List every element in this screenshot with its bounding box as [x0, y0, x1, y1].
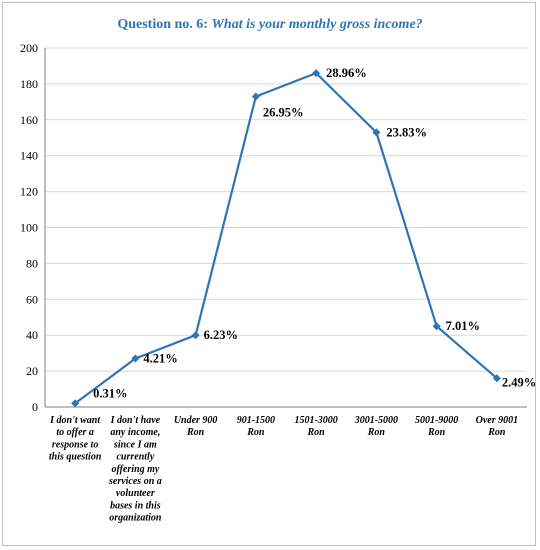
- x-tick-line: volunteer: [116, 488, 155, 499]
- x-tick-line: Over 9001: [476, 415, 519, 426]
- data-label: 28.96%: [326, 66, 367, 80]
- x-tick-line: response to: [52, 439, 98, 450]
- x-axis-ticks: I don't want to offer a response to this qu…: [49, 415, 518, 524]
- x-tick-line: services on a: [108, 476, 162, 487]
- x-tick-line: Ron: [246, 427, 265, 438]
- chart-title-question: What is your monthly gross income?: [211, 17, 422, 32]
- x-tick-line: any income,: [110, 427, 160, 438]
- x-tick-line: Ron: [307, 427, 326, 438]
- data-point: [312, 69, 321, 78]
- data-point: [71, 399, 80, 408]
- x-tick-line: I don't have: [110, 415, 161, 426]
- x-tick-line: I don't want: [49, 415, 101, 426]
- x-tick-label: 3001-5000 Ron: [354, 415, 398, 438]
- data-point: [251, 92, 260, 101]
- y-tick-label: 200: [20, 41, 38, 55]
- x-tick-label: I don't want to offer a response to this qu…: [49, 415, 102, 463]
- data-labels: 0.31% 4.21% 6.23% 26.95% 28.96% 23.83% 7.01% 2.…: [93, 66, 536, 400]
- data-label: 4.21%: [143, 352, 177, 366]
- y-tick-label: 80: [26, 256, 38, 270]
- x-tick-line: Ron: [367, 427, 386, 438]
- chart-title-prefix: Question no. 6:: [117, 17, 211, 32]
- data-label: 2.49%: [502, 375, 536, 389]
- x-tick-line: organization: [109, 513, 162, 524]
- x-tick-label: 5001-9000 Ron: [415, 415, 458, 438]
- data-point: [432, 322, 441, 331]
- chart-title: Question no. 6: What is your monthly gro…: [117, 17, 422, 32]
- x-tick-line: to offer a: [56, 427, 94, 438]
- x-tick-line: 5001-9000: [415, 415, 458, 426]
- x-tick-line: 901-1500: [237, 415, 275, 426]
- x-tick-line: offering my: [111, 464, 159, 475]
- y-tick-label: 40: [26, 328, 38, 342]
- data-label: 23.83%: [386, 125, 427, 139]
- x-tick-line: 1501-3000: [294, 415, 337, 426]
- series-group: [71, 69, 501, 408]
- y-tick-label: 20: [26, 364, 38, 378]
- x-tick-line: Ron: [427, 427, 446, 438]
- y-tick-label: 100: [20, 221, 38, 235]
- x-tick-label: Over 9001 Ron: [476, 415, 519, 438]
- x-tick-line: since I am: [113, 439, 157, 450]
- y-tick-label: 60: [26, 292, 38, 306]
- data-point: [131, 354, 140, 363]
- x-tick-label: 1501-3000 Ron: [294, 415, 337, 438]
- data-point: [492, 374, 501, 383]
- y-tick-label: 160: [20, 113, 38, 127]
- x-tick-label: 901-1500 Ron: [237, 415, 275, 438]
- x-tick-line: Under 900: [174, 415, 218, 426]
- data-label: 26.95%: [263, 105, 304, 119]
- x-tick-line: Ron: [186, 427, 205, 438]
- x-tick-line: bases in this: [110, 500, 161, 511]
- y-axis-ticks: 0 20 40 60 80 100 120 140 160 180 200: [20, 41, 38, 414]
- x-tick-label: Under 900 Ron: [174, 415, 218, 438]
- y-tick-label: 180: [20, 77, 38, 91]
- data-label: 6.23%: [204, 328, 238, 342]
- x-tick-line: Ron: [487, 427, 506, 438]
- data-point: [372, 128, 381, 137]
- series-line: [74, 72, 498, 405]
- x-tick-line: 3001-5000: [354, 415, 398, 426]
- data-point: [191, 331, 200, 340]
- chart-frame: [2, 2, 536, 546]
- x-tick-line: currently: [116, 452, 154, 463]
- y-tick-label: 140: [20, 149, 38, 163]
- y-tick-label: 120: [20, 185, 38, 199]
- gridlines: [44, 47, 527, 408]
- y-tick-label: 0: [32, 400, 38, 414]
- x-tick-label: I don't have any income, since I am current…: [108, 415, 162, 524]
- data-label: 0.31%: [93, 386, 127, 400]
- data-label: 7.01%: [446, 319, 480, 333]
- x-tick-line: this question: [49, 452, 102, 463]
